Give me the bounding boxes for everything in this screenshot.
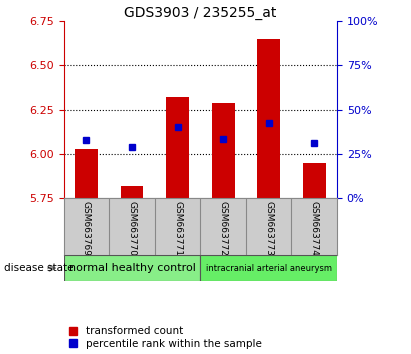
Title: GDS3903 / 235255_at: GDS3903 / 235255_at [124, 6, 277, 20]
Text: GSM663773: GSM663773 [264, 201, 273, 256]
Bar [121, 186, 143, 198]
Text: GSM663769: GSM663769 [82, 201, 91, 256]
Bar [257, 39, 280, 198]
Bar [166, 97, 189, 198]
Text: GSM663772: GSM663772 [219, 201, 228, 256]
Text: disease state: disease state [4, 263, 74, 273]
Bar [303, 163, 326, 198]
Text: intracranial arterial aneurysm: intracranial arterial aneurysm [206, 264, 332, 273]
Legend: transformed count, percentile rank within the sample: transformed count, percentile rank withi… [69, 326, 261, 349]
Text: GSM663770: GSM663770 [127, 201, 136, 256]
Bar [201, 255, 337, 281]
Text: GSM663771: GSM663771 [173, 201, 182, 256]
Bar [212, 103, 235, 198]
Bar [64, 255, 201, 281]
Bar [75, 149, 98, 198]
Text: GSM663774: GSM663774 [310, 201, 319, 256]
Text: normal healthy control: normal healthy control [69, 263, 196, 273]
